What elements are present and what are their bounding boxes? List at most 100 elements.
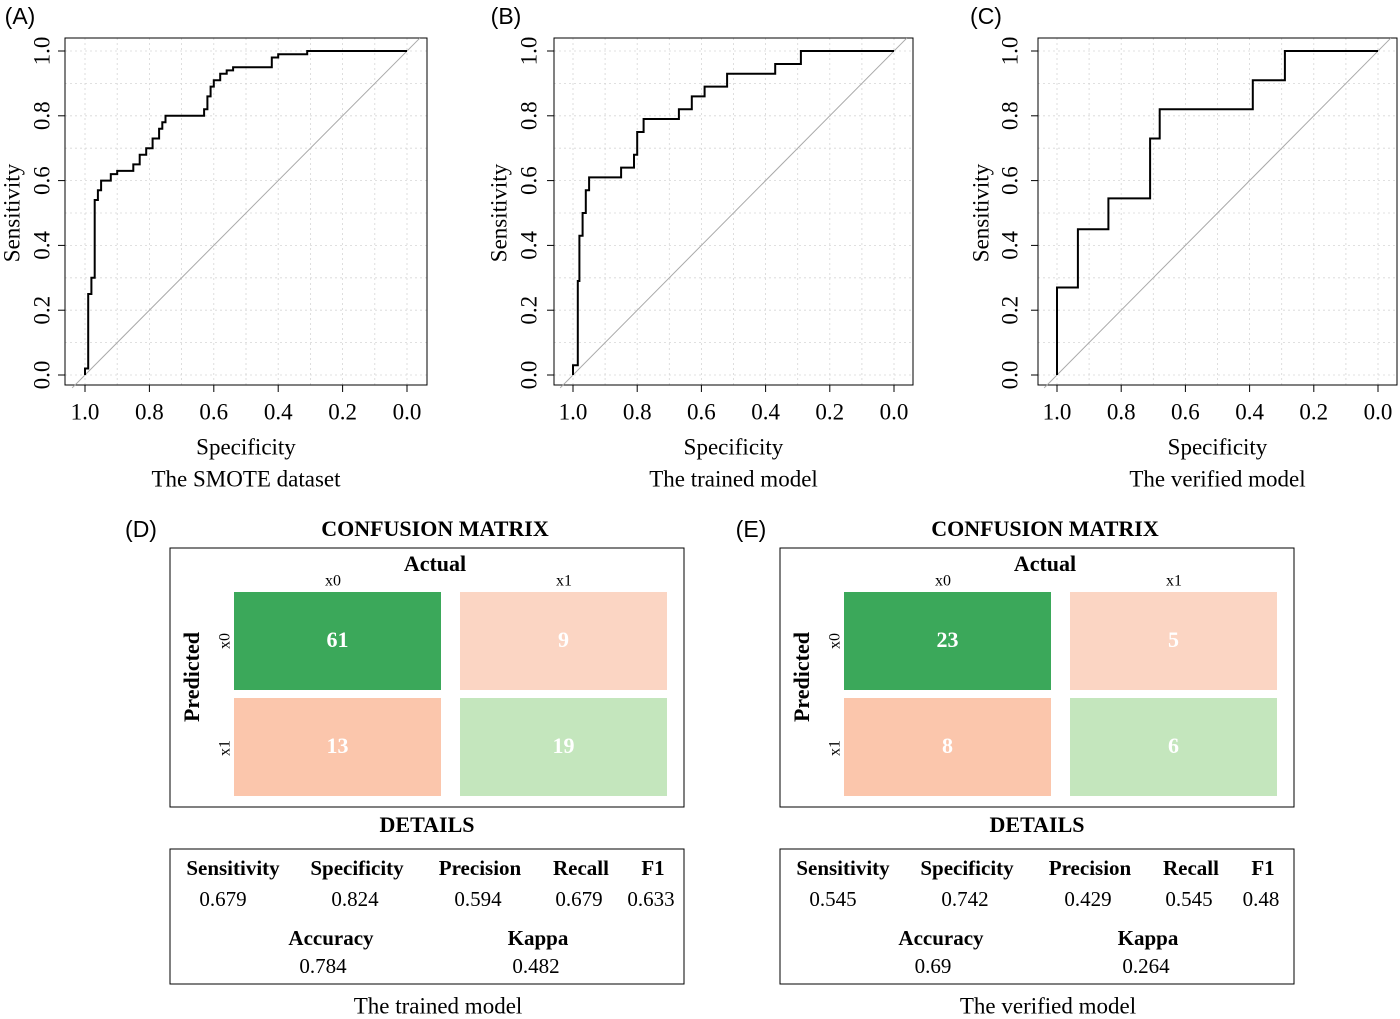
plot-frame (1037, 37, 1398, 386)
panel-caption: The trained model (649, 466, 818, 491)
panel-label: (E) (736, 516, 767, 542)
y-tick-label: 0.6 (516, 166, 541, 195)
roc-panel-a: (A) 1.0 0.8 0.6 0.4 0.2 0.0 0.0 0.2 0.4 0.6 0.8 1.0 S… (0, 3, 428, 491)
matrix-cell (234, 698, 441, 796)
roc-panel-c: (C) 1.0 0.8 0.6 0.4 0.2 0.0 0.0 0.2 0.4 0.6 0.8 1.0 S… (968, 3, 1398, 491)
matrix-cell-value: 23 (937, 627, 959, 652)
x-tick-label: 0.6 (687, 399, 716, 424)
matrix-cell (460, 592, 667, 690)
details-title: DETAILS (990, 812, 1085, 837)
y-tick-label: 0.8 (29, 101, 54, 130)
column-label-x0: x0 (935, 573, 951, 590)
x-tick-label: 0.4 (1235, 399, 1264, 424)
plot-frame (64, 37, 428, 386)
confusion-panel-d: (D) CONFUSION MATRIX Actual x0 x1 Predicted x0… (125, 516, 685, 1018)
plot-frame (553, 37, 914, 386)
predicted-axis-label: Predicted (179, 632, 204, 722)
details-title: DETAILS (380, 812, 475, 837)
matrix-cell-value: 61 (327, 627, 349, 652)
matrix-title: CONFUSION MATRIX (321, 516, 549, 541)
metric-name: Accuracy (898, 926, 984, 950)
panel-caption: The SMOTE dataset (151, 466, 341, 491)
matrix-cell-value: 9 (558, 627, 569, 652)
roc-panel-b: (B) 1.0 0.8 0.6 0.4 0.2 0.0 0.0 0.2 0.4 0.6 0.8 1.0 S… (486, 3, 914, 491)
metric-name: Kappa (1118, 926, 1179, 950)
metric-value: 0.264 (1122, 954, 1170, 978)
matrix-cell (234, 592, 441, 690)
metric-name: F1 (641, 856, 664, 880)
x-tick-label: 0.6 (1171, 399, 1200, 424)
y-tick-label: 1.0 (997, 37, 1022, 66)
x-tick-label: 0.0 (1364, 399, 1393, 424)
y-tick-label: 1.0 (516, 37, 541, 66)
metric-value: 0.482 (512, 954, 559, 978)
metric-name: Kappa (508, 926, 569, 950)
row-label-x1: x1 (827, 740, 844, 756)
metric-value: 0.545 (1165, 887, 1212, 911)
y-tick-label: 0.4 (516, 231, 541, 260)
roc-curve (1056, 50, 1378, 375)
matrix-cell (844, 592, 1051, 690)
y-tick-label: 0.8 (997, 101, 1022, 130)
metric-name: Recall (1163, 856, 1219, 880)
matrix-cell-value: 8 (942, 733, 953, 758)
diagonal-reference-line (71, 37, 421, 389)
x-tick-label: 0.4 (751, 399, 780, 424)
metric-name: Sensitivity (796, 856, 890, 880)
x-tick-label: 0.8 (623, 399, 652, 424)
x-tick-label: 0.2 (815, 399, 844, 424)
actual-axis-label: Actual (1014, 551, 1076, 576)
metric-value: 0.679 (555, 887, 602, 911)
x-axis-label: Specificity (196, 434, 296, 459)
y-tick-label: 1.0 (29, 37, 54, 66)
metric-name: Recall (553, 856, 609, 880)
row-label-x1: x1 (217, 740, 234, 756)
matrix-cell-value: 6 (1168, 733, 1179, 758)
panel-label: (C) (970, 3, 1002, 29)
actual-axis-label: Actual (404, 551, 466, 576)
x-axis-label: Specificity (684, 434, 784, 459)
metric-value: 0.824 (331, 887, 379, 911)
metric-value: 0.742 (941, 887, 988, 911)
x-tick-label: 0.0 (393, 399, 422, 424)
matrix-cell-value: 5 (1168, 627, 1179, 652)
matrix-cell-value: 19 (553, 733, 575, 758)
metric-value: 0.784 (299, 954, 347, 978)
details-frame (779, 848, 1295, 985)
x-tick-label: 0.2 (328, 399, 357, 424)
panel-label: (D) (125, 516, 157, 542)
x-tick-label: 1.0 (559, 399, 588, 424)
x-tick-label: 0.8 (1107, 399, 1136, 424)
panel-label: (A) (5, 3, 36, 29)
column-label-x0: x0 (325, 573, 341, 590)
matrix-cell (1070, 698, 1277, 796)
matrix-title: CONFUSION MATRIX (931, 516, 1159, 541)
matrix-cell (1070, 592, 1277, 690)
matrix-frame (779, 547, 1295, 808)
details-frame (169, 848, 685, 985)
panel-caption: The verified model (960, 993, 1136, 1018)
metric-name: Specificity (310, 856, 404, 880)
metric-name: Precision (1049, 856, 1132, 880)
y-tick-label: 0.8 (516, 101, 541, 130)
column-label-x1: x1 (1166, 573, 1182, 590)
metric-value: 0.633 (627, 887, 674, 911)
metric-value: 0.545 (809, 887, 856, 911)
y-tick-label: 0.0 (29, 361, 54, 390)
panel-label: (B) (491, 3, 522, 29)
metric-value: 0.594 (454, 887, 502, 911)
x-tick-label: 1.0 (1043, 399, 1072, 424)
row-label-x0: x0 (217, 633, 234, 649)
metric-value: 0.679 (199, 887, 246, 911)
predicted-axis-label: Predicted (789, 632, 814, 722)
y-tick-label: 0.0 (516, 361, 541, 390)
matrix-cell-value: 13 (327, 733, 349, 758)
diagonal-reference-line (559, 37, 908, 389)
roc-curve (84, 50, 407, 375)
x-tick-label: 0.0 (880, 399, 909, 424)
metric-name: Sensitivity (186, 856, 280, 880)
column-label-x1: x1 (556, 573, 572, 590)
y-tick-label: 0.0 (997, 361, 1022, 390)
y-tick-label: 0.2 (29, 296, 54, 325)
